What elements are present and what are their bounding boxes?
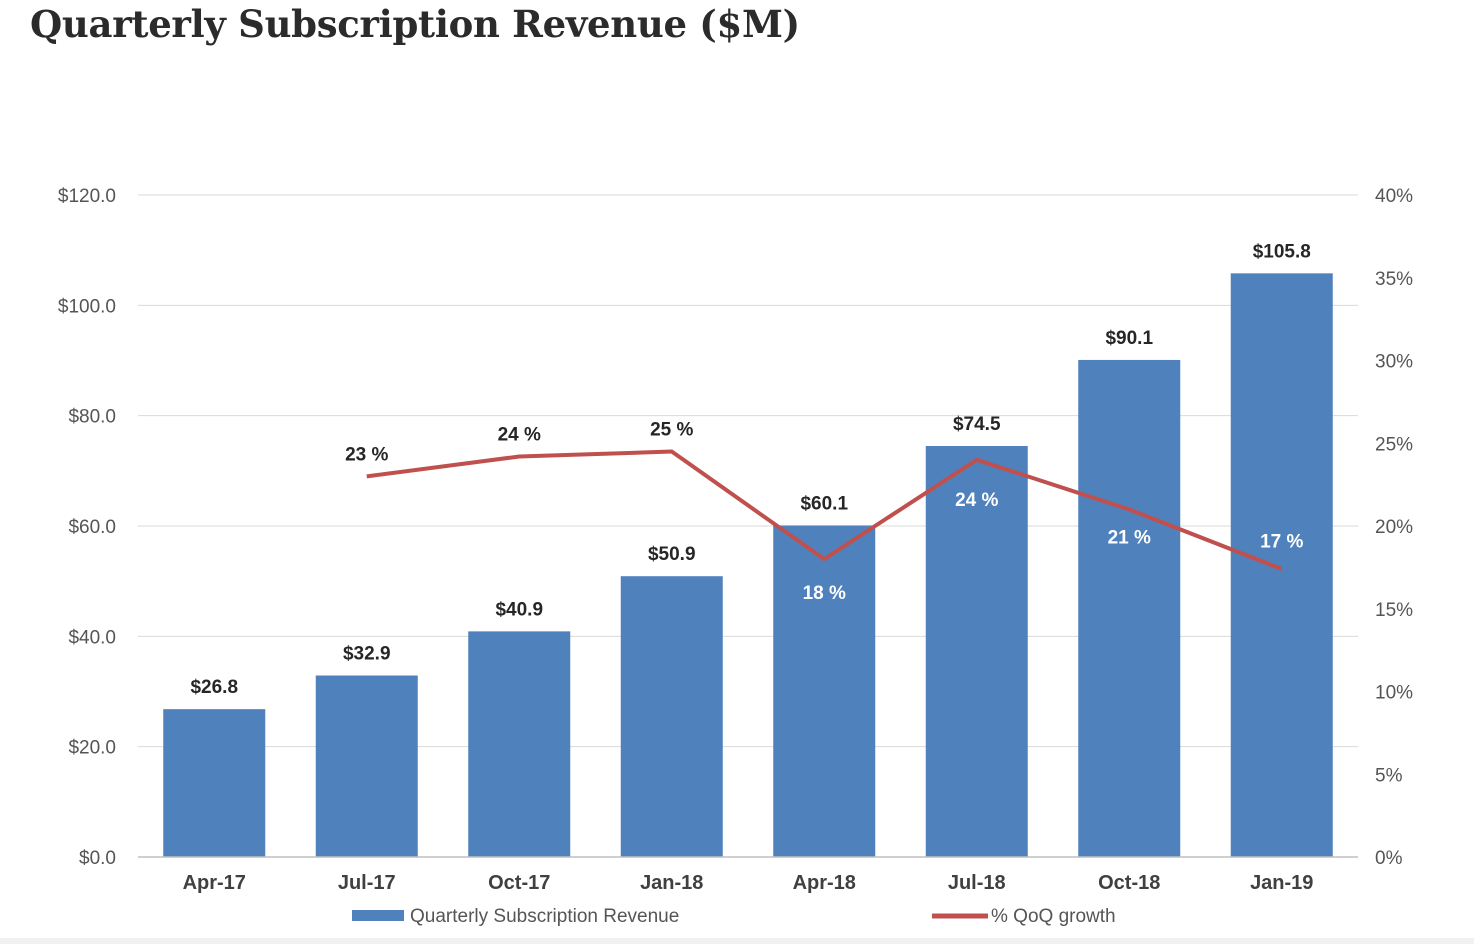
- growth-value-label: 17 %: [1260, 531, 1303, 552]
- right-tick-label: 5%: [1375, 765, 1403, 786]
- legend-bar-swatch: [352, 910, 404, 921]
- category-label: Apr-17: [183, 872, 246, 894]
- left-axis: $0.0 $20.0 $40.0 $60.0 $80.0 $100.0 $120.0: [58, 186, 116, 869]
- right-tick-label: 20%: [1375, 517, 1413, 538]
- left-tick-label: $60.0: [68, 517, 116, 538]
- category-label: Jan-18: [640, 872, 703, 894]
- x-axis: Apr-17 Jul-17 Oct-17 Jan-18 Apr-18 Jul-18 Oct-…: [138, 856, 1358, 894]
- revenue-bar: [1230, 273, 1333, 857]
- page-title: Quarterly Subscription Revenue ($M): [30, 2, 800, 46]
- left-tick-label: $0.0: [79, 848, 116, 869]
- category-label: Jul-17: [338, 872, 396, 894]
- right-tick-label: 0%: [1375, 848, 1403, 869]
- category-label: Apr-18: [793, 872, 856, 894]
- right-tick-label: 25%: [1375, 434, 1413, 455]
- growth-value-label: 21 %: [1108, 527, 1151, 548]
- bar-value-label: $74.5: [953, 414, 1001, 435]
- growth-value-label: 24 %: [498, 424, 541, 445]
- legend-line-label: % QoQ growth: [991, 906, 1116, 927]
- revenue-bar: [163, 709, 266, 857]
- bar-value-label: $50.9: [648, 544, 696, 565]
- left-tick-label: $80.0: [68, 407, 116, 428]
- bar-value-label: $60.1: [800, 493, 848, 514]
- revenue-bar: [773, 525, 876, 857]
- growth-value-label: 23 %: [345, 444, 388, 465]
- left-tick-label: $100.0: [58, 296, 116, 317]
- revenue-bar: [315, 675, 418, 857]
- bar-value-label: $32.9: [343, 644, 391, 665]
- revenue-bar: [468, 631, 571, 857]
- right-axis: 0% 5% 10% 15% 20% 25% 30% 35% 40%: [1375, 186, 1413, 869]
- legend-bar-label: Quarterly Subscription Revenue: [410, 906, 679, 927]
- left-tick-label: $20.0: [68, 738, 116, 759]
- right-tick-label: 10%: [1375, 683, 1413, 704]
- category-label: Oct-17: [488, 872, 550, 894]
- growth-line-group: 23 % 24 % 25 % 18 % 24 % 21 % 17 %: [345, 420, 1303, 605]
- chart-legend: Quarterly Subscription Revenue % QoQ gro…: [352, 906, 1116, 927]
- bar-value-label: $40.9: [495, 599, 543, 620]
- revenue-bars: $26.8 $32.9 $40.9 $50.9 $60.1 $74.5 $90.1 $105.…: [163, 241, 1333, 857]
- revenue-bar: [620, 576, 723, 857]
- category-label: Oct-18: [1098, 872, 1160, 894]
- right-tick-label: 30%: [1375, 352, 1413, 373]
- right-tick-label: 15%: [1375, 600, 1413, 621]
- growth-value-label: 18 %: [803, 583, 846, 604]
- page-footer-strip: [0, 938, 1474, 944]
- bar-value-label: $90.1: [1105, 328, 1153, 349]
- category-label: Jan-19: [1250, 872, 1313, 894]
- revenue-bar: [925, 446, 1028, 857]
- right-tick-label: 35%: [1375, 269, 1413, 290]
- left-tick-label: $120.0: [58, 186, 116, 207]
- growth-value-label: 24 %: [955, 490, 998, 511]
- revenue-bar: [1078, 359, 1181, 857]
- left-tick-label: $40.0: [68, 627, 116, 648]
- right-tick-label: 40%: [1375, 186, 1413, 207]
- growth-line: [366, 449, 1283, 571]
- bar-value-label: $105.8: [1253, 241, 1311, 262]
- category-label: Jul-18: [948, 872, 1006, 894]
- bar-value-label: $26.8: [190, 677, 238, 698]
- growth-value-label: 25 %: [650, 420, 693, 441]
